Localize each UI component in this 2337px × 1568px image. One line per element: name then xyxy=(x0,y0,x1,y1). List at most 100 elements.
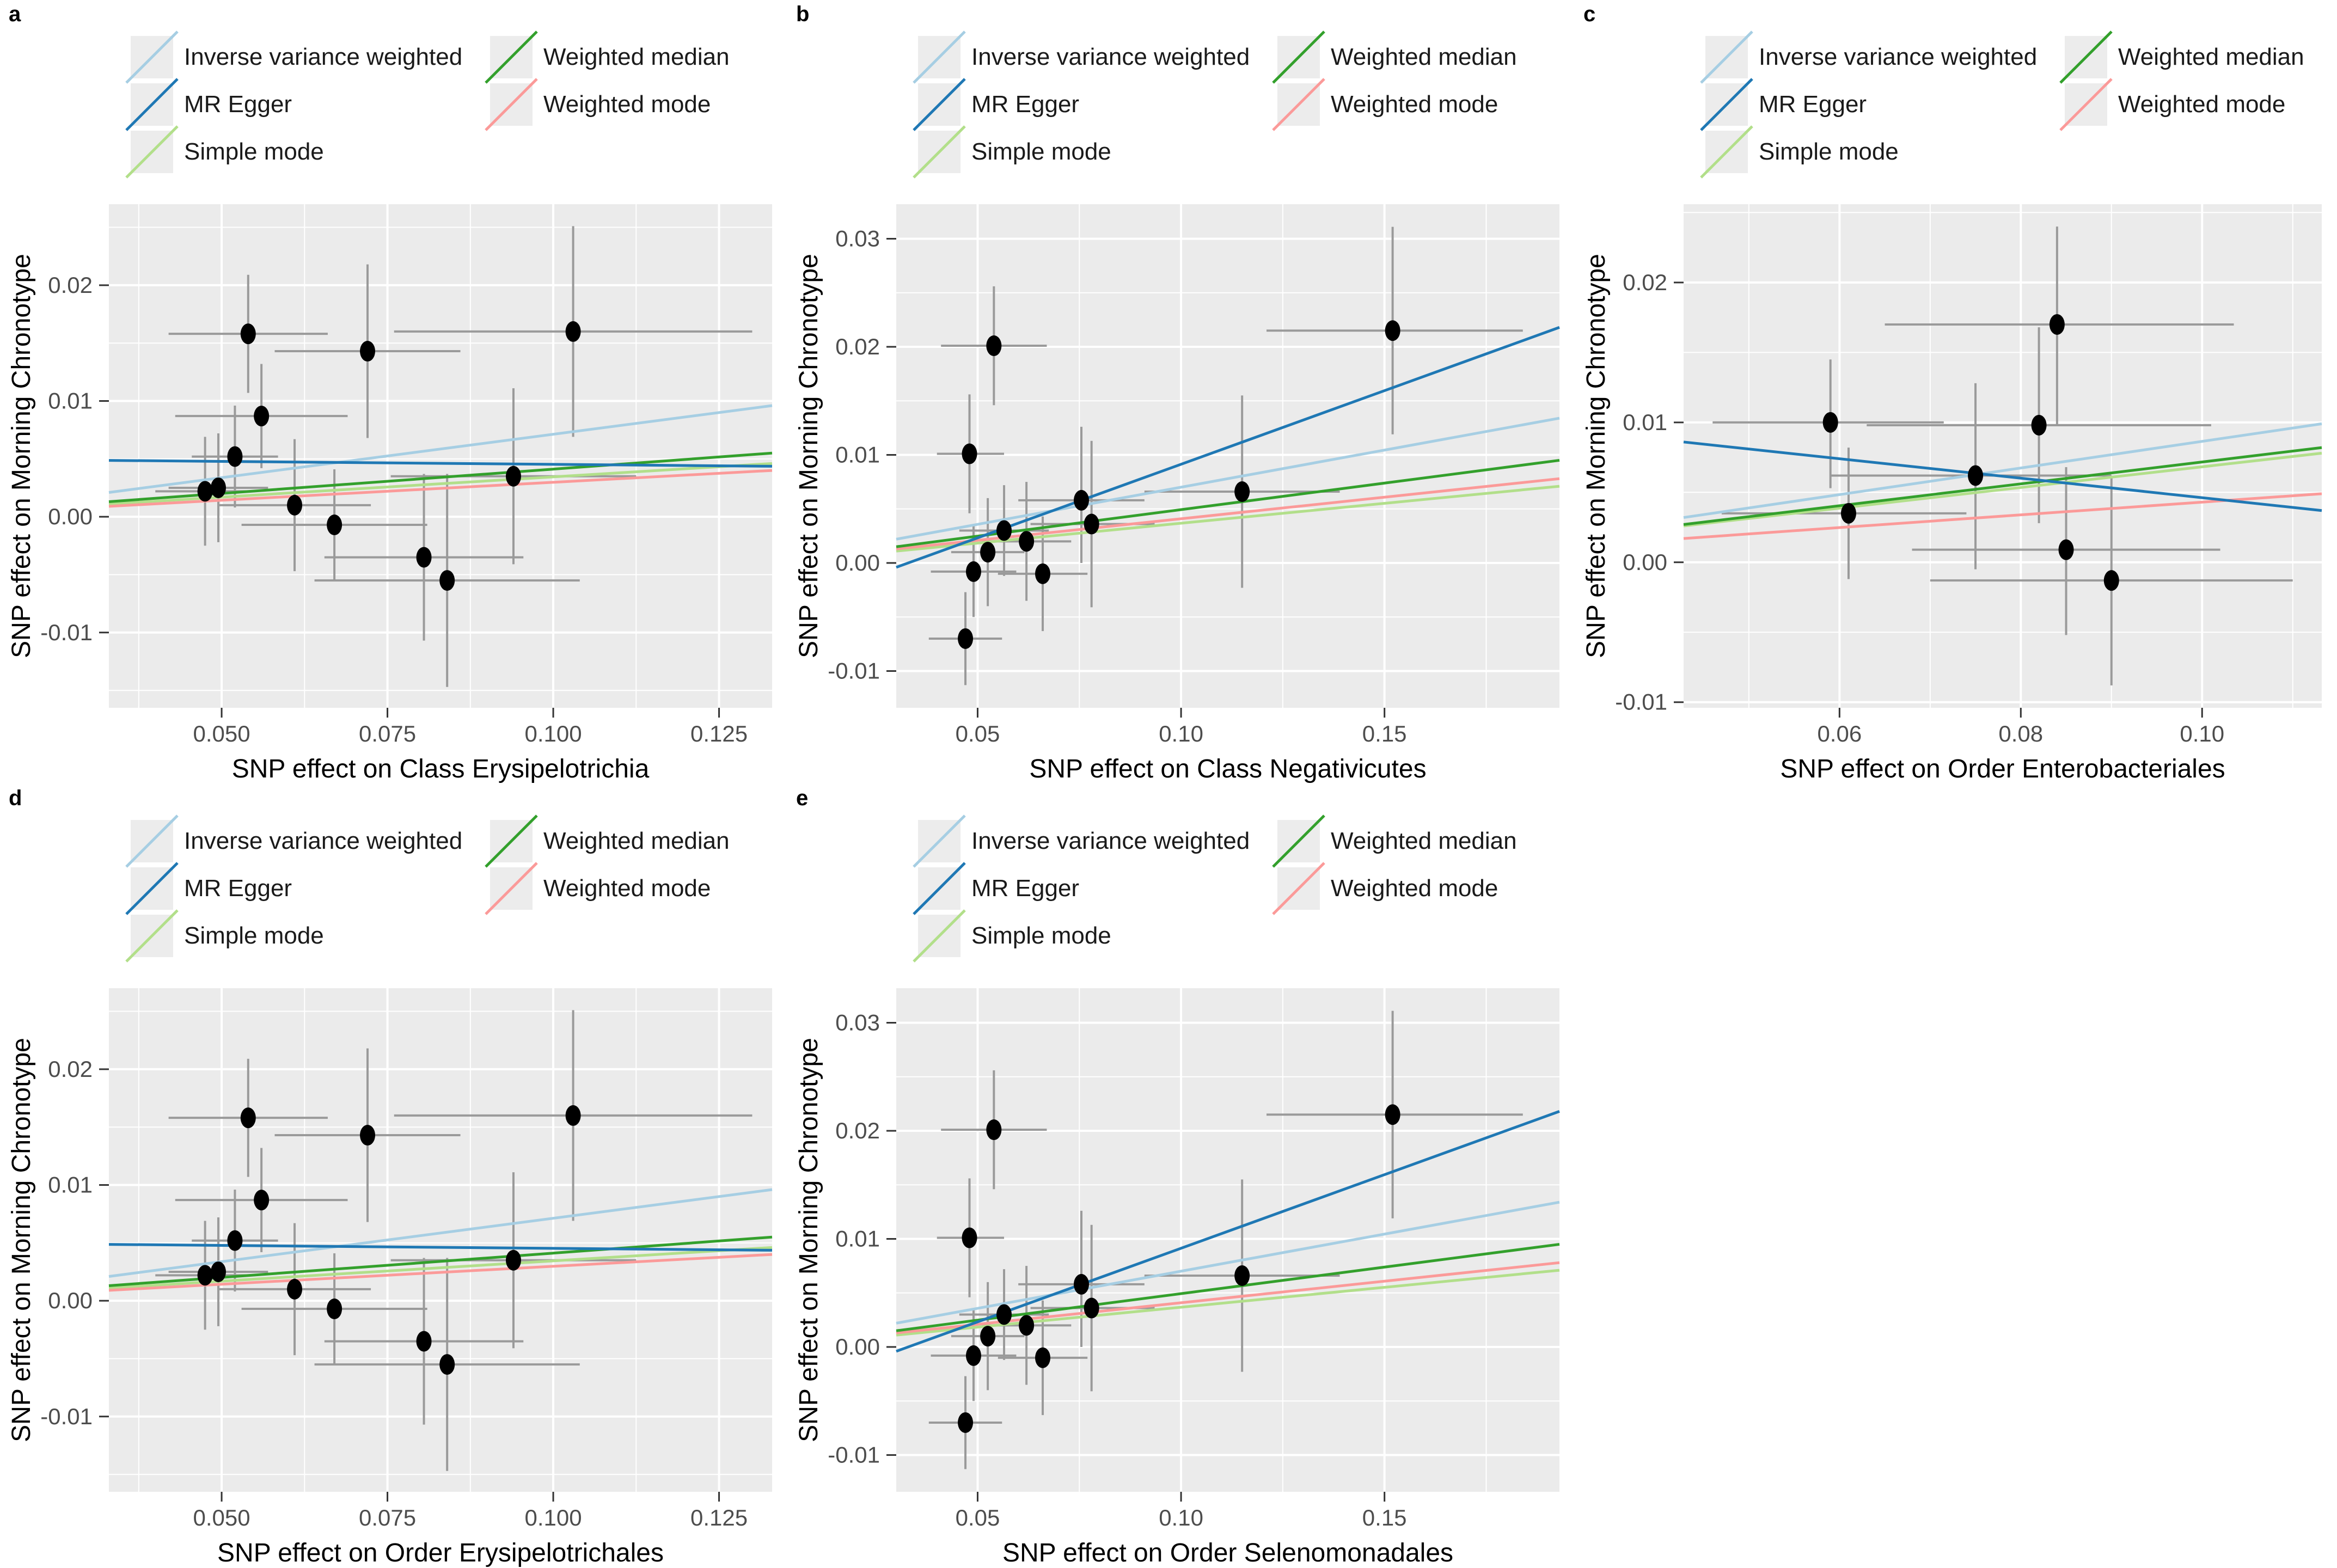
data-point xyxy=(1385,320,1400,341)
data-point xyxy=(227,1230,243,1251)
legend-line-icon-inverse-variance-weighted xyxy=(913,814,966,868)
legend-key-simple-mode xyxy=(125,125,179,179)
legend-item-label: Weighted mode xyxy=(1331,875,1498,902)
legend-line-icon-weighted-mode xyxy=(1272,862,1325,915)
panel-c: c Inverse variance weighted MR Egger Simple… xyxy=(1575,0,2337,784)
x-tick-label: 0.075 xyxy=(359,1505,416,1530)
x-tick-label: 0.100 xyxy=(525,1505,582,1530)
legend-key-weighted-mode xyxy=(1272,862,1325,915)
x-tick-label: 0.06 xyxy=(1817,721,1862,746)
y-tick-label: 0.03 xyxy=(835,226,880,252)
panel-label: a xyxy=(9,2,21,26)
y-tick-label: 0.02 xyxy=(1623,270,1667,295)
panel-d: d Inverse variance weighted MR Egger Simple… xyxy=(0,784,787,1568)
legend-item-label: Weighted median xyxy=(543,828,730,854)
data-point xyxy=(240,1107,256,1129)
regression-line-inverse-variance-weighted xyxy=(896,1200,1560,1325)
y-tick-label: 0.01 xyxy=(1623,409,1667,435)
legend-line-icon-simple-mode xyxy=(125,125,179,179)
data-point xyxy=(1035,1347,1051,1368)
legend-line-icon-weighted-mode xyxy=(485,78,538,131)
data-point xyxy=(197,1265,213,1286)
legend-line-icon-weighted-median xyxy=(485,30,538,84)
legend-item-label: Simple mode xyxy=(971,922,1111,949)
data-point xyxy=(2103,570,2119,591)
data-point xyxy=(1822,412,1838,433)
data-point xyxy=(958,1412,974,1433)
data-point xyxy=(986,1119,1002,1141)
data-point xyxy=(505,1250,521,1271)
data-point xyxy=(254,1190,270,1211)
legend-item-label: Inverse variance weighted xyxy=(1759,44,2038,70)
legend-key-weighted-mode xyxy=(485,862,538,915)
data-point xyxy=(210,1261,226,1282)
x-tick-label: 0.15 xyxy=(1362,1505,1407,1530)
data-point xyxy=(240,323,256,345)
y-tick-label: -0.01 xyxy=(40,620,93,645)
legend-key-inverse-variance-weighted xyxy=(1700,30,1753,84)
x-tick-label: 0.125 xyxy=(690,1505,748,1530)
legend-key-weighted-median xyxy=(485,814,538,868)
data-point xyxy=(1084,513,1099,535)
y-tick-label: 0.02 xyxy=(48,272,93,298)
y-tick-label: -0.01 xyxy=(1615,689,1667,715)
legend-item-label: Inverse variance weighted xyxy=(971,44,1250,70)
legend-item-label: Weighted median xyxy=(1331,44,1517,70)
legend-line-icon-weighted-median xyxy=(2059,30,2113,84)
regression-line-mr-egger xyxy=(108,459,773,468)
regression-line-simple-mode xyxy=(1683,451,2322,528)
data-point xyxy=(416,1331,432,1352)
legend-line-icon-weighted-median xyxy=(1272,30,1325,84)
data-point xyxy=(996,520,1012,541)
legend-key-mr-egger xyxy=(125,78,179,131)
data-point xyxy=(360,1125,376,1146)
legend-key-weighted-mode xyxy=(485,78,538,131)
data-point xyxy=(986,335,1002,357)
legend-item-label: MR Egger xyxy=(184,875,292,902)
data-point xyxy=(439,570,455,591)
data-point xyxy=(505,465,521,487)
legend-line-icon-simple-mode xyxy=(913,125,966,179)
legend-line-icon-mr-egger xyxy=(125,78,179,131)
y-tick-label: 0.01 xyxy=(835,1226,880,1252)
regression-line-weighted-median xyxy=(1683,446,2322,526)
data-point xyxy=(2049,314,2065,335)
legend-line-icon-inverse-variance-weighted xyxy=(125,814,179,868)
legend-item-label: Weighted median xyxy=(1331,828,1517,854)
data-point xyxy=(962,1227,977,1248)
data-point xyxy=(439,1354,455,1375)
scatter-plot-b: 0.05 0.10 0.15 -0.01 0.00 0.01 0.02 0.03 SNP eff… xyxy=(794,204,1560,783)
data-point xyxy=(965,1345,981,1366)
x-tick-label: 0.05 xyxy=(956,1505,1000,1530)
regression-line-weighted-mode xyxy=(108,469,773,508)
legend-item-label: Weighted median xyxy=(2118,44,2304,70)
legend-item-label: Inverse variance weighted xyxy=(971,828,1250,854)
legend-key-mr-egger xyxy=(913,862,966,915)
y-axis-title: SNP effect on Morning Chronotype xyxy=(7,1038,36,1442)
legend-key-weighted-median xyxy=(1272,814,1325,868)
data-point xyxy=(1073,1273,1089,1295)
legend-key-inverse-variance-weighted xyxy=(913,30,966,84)
legend-line-icon-inverse-variance-weighted xyxy=(913,30,966,84)
x-tick-label: 0.08 xyxy=(1998,721,2043,746)
data-point xyxy=(1073,489,1089,511)
data-point xyxy=(1968,465,1984,486)
data-point xyxy=(565,321,581,342)
legend-line-icon-inverse-variance-weighted xyxy=(125,30,179,84)
legend-key-inverse-variance-weighted xyxy=(913,814,966,868)
scatter-plot-d: 0.050 0.075 0.100 0.125 -0.01 0.00 0.01 0.02 SNP… xyxy=(7,988,773,1567)
data-point xyxy=(287,1278,303,1300)
legend-key-weighted-mode xyxy=(2059,78,2113,131)
data-point xyxy=(980,542,996,563)
scatter-plot-a: 0.050 0.075 0.100 0.125 -0.01 0.00 0.01 0.02 SNP… xyxy=(7,204,773,783)
x-axis-title: SNP effect on Class Erysipelotrichia xyxy=(232,755,650,783)
panel-label: c xyxy=(1583,2,1596,26)
data-point xyxy=(287,494,303,516)
legend-key-simple-mode xyxy=(125,909,179,963)
legend-line-icon-weighted-mode xyxy=(1272,78,1325,131)
legend-key-weighted-mode xyxy=(1272,78,1325,131)
y-tick-label: 0.01 xyxy=(48,1172,93,1197)
data-point xyxy=(210,477,226,498)
panel-label: b xyxy=(796,2,810,26)
data-point xyxy=(254,406,270,427)
